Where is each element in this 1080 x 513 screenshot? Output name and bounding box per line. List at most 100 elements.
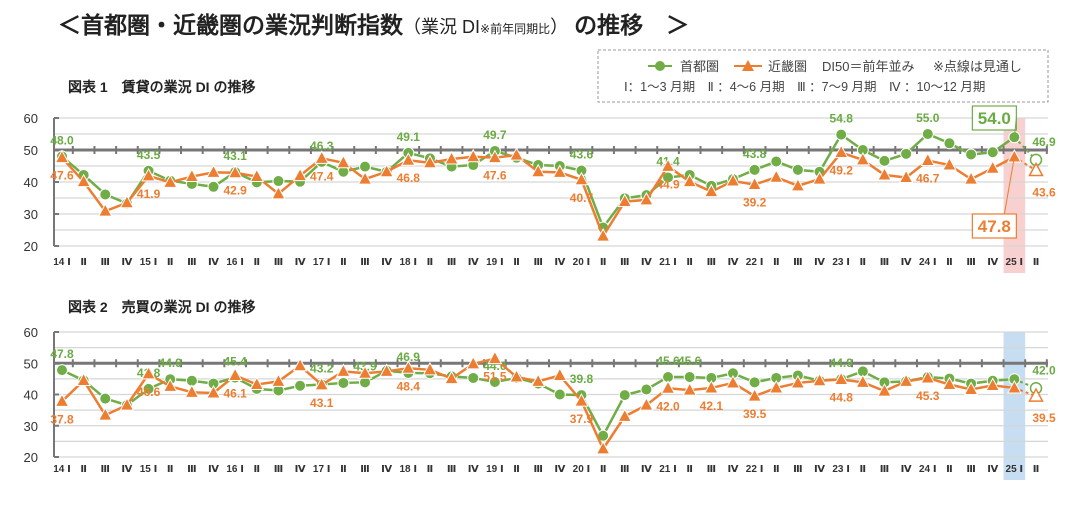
series2-point (855, 374, 871, 388)
series2-point (1028, 387, 1044, 402)
x-tick-label: Ⅳ (554, 257, 565, 268)
series2-point (725, 172, 741, 187)
x-tick-label: Ⅳ (121, 464, 132, 475)
x-tick-label: 17 Ⅰ (313, 464, 331, 475)
series1-point (683, 371, 696, 383)
series2-point (617, 193, 633, 208)
x-tick-label: Ⅳ (381, 257, 392, 268)
data-label: 45.4 (223, 355, 247, 369)
x-tick-label: Ⅲ (101, 257, 110, 268)
series1-point (662, 171, 675, 184)
series1-point (142, 382, 155, 395)
series1-point (553, 388, 566, 401)
x-tick-label: Ⅳ (208, 464, 219, 475)
series2-point (379, 363, 395, 377)
x-tick-label: Ⅱ (167, 257, 174, 268)
series1-point (791, 163, 804, 176)
callout-leader (1003, 156, 1015, 215)
data-label: 43.6 (570, 147, 594, 161)
data-label: 46.9 (1032, 135, 1056, 149)
x-tick-label: 15 Ⅰ (140, 257, 158, 268)
data-label: 40.7 (570, 191, 594, 205)
highlight-band (1003, 332, 1026, 480)
series2-point (812, 171, 827, 185)
x-tick-label: Ⅳ (814, 464, 825, 475)
series2-point (119, 397, 135, 411)
series1-point (878, 154, 891, 167)
series-line-2 (61, 357, 1015, 452)
x-tick-label: Ⅲ (533, 257, 542, 268)
x-tick-label: Ⅲ (187, 257, 196, 268)
series2-point (97, 203, 113, 217)
y-tick-label: 50 (24, 356, 38, 371)
series2-point (184, 168, 200, 183)
series2-point (703, 183, 719, 198)
callout-leader (1013, 117, 1017, 138)
x-tick-label: Ⅳ (987, 464, 998, 475)
series2-point (595, 228, 611, 242)
x-tick-label: 21 Ⅰ (659, 464, 677, 475)
series2-point (574, 393, 589, 407)
series1-point (99, 188, 112, 201)
x-tick-label: Ⅳ (121, 257, 132, 268)
chart2-title: 図表 2 売買の業況 DI の推移 (68, 299, 255, 315)
series2-point (617, 408, 633, 422)
series2-point (357, 171, 373, 185)
series2-point (465, 355, 481, 370)
x-tick-label: Ⅱ (686, 464, 693, 475)
series1-point (835, 128, 848, 141)
x-tick-label: Ⅱ (860, 464, 867, 475)
series2-point (487, 149, 503, 164)
series2-point (985, 160, 1001, 174)
series2-point (162, 174, 178, 188)
x-tick-label: 23 Ⅰ (832, 257, 850, 268)
series2-point (400, 360, 416, 374)
data-label: 43.8 (743, 147, 767, 161)
series1-point (921, 128, 934, 140)
data-label: 42.0 (656, 399, 680, 413)
series2-point (162, 378, 178, 392)
series2-point (682, 173, 698, 188)
series2-point (141, 365, 156, 380)
chart1-title: 図表 1 賃貸の業況 DI の推移 (68, 79, 255, 95)
data-label: 51.5 (483, 370, 507, 384)
series2-point (639, 191, 654, 206)
x-tick-label: Ⅳ (727, 257, 738, 268)
data-label: 46.1 (223, 386, 247, 400)
x-tick-label: Ⅲ (274, 464, 283, 475)
data-label: 49.1 (397, 130, 421, 144)
x-tick-label: Ⅱ (600, 464, 607, 475)
series2-point (465, 148, 481, 163)
series2-point (141, 167, 156, 182)
series2-point (855, 151, 871, 166)
series1-point (337, 376, 350, 389)
series1-point (640, 383, 653, 396)
series2-point (76, 173, 91, 188)
series2-point (206, 164, 221, 178)
series2-point (963, 171, 979, 185)
x-tick-label: Ⅱ (773, 257, 780, 268)
series2-point (725, 374, 741, 389)
series2-point (227, 367, 243, 381)
data-label: 47.6 (50, 169, 74, 183)
series1-point (965, 148, 978, 161)
series2-point (898, 373, 914, 387)
series2-point (552, 164, 568, 178)
data-label: 42.1 (700, 399, 724, 413)
series2-point (682, 382, 698, 396)
series2-point (271, 373, 286, 387)
series2-point (509, 368, 524, 383)
x-tick-label: 19 Ⅰ (486, 257, 504, 268)
series2-point (227, 164, 243, 179)
x-tick-label: Ⅱ (686, 257, 693, 268)
series2-point (292, 357, 308, 372)
series2-point (942, 156, 957, 171)
x-tick-label: 25 Ⅰ (1006, 464, 1024, 475)
x-tick-label: Ⅱ (427, 257, 434, 268)
x-tick-label: Ⅳ (468, 257, 479, 268)
series2-point (877, 166, 892, 181)
series2-point (379, 163, 395, 178)
x-tick-label: 16 Ⅰ (226, 257, 244, 268)
x-tick-label: Ⅱ (773, 464, 780, 475)
